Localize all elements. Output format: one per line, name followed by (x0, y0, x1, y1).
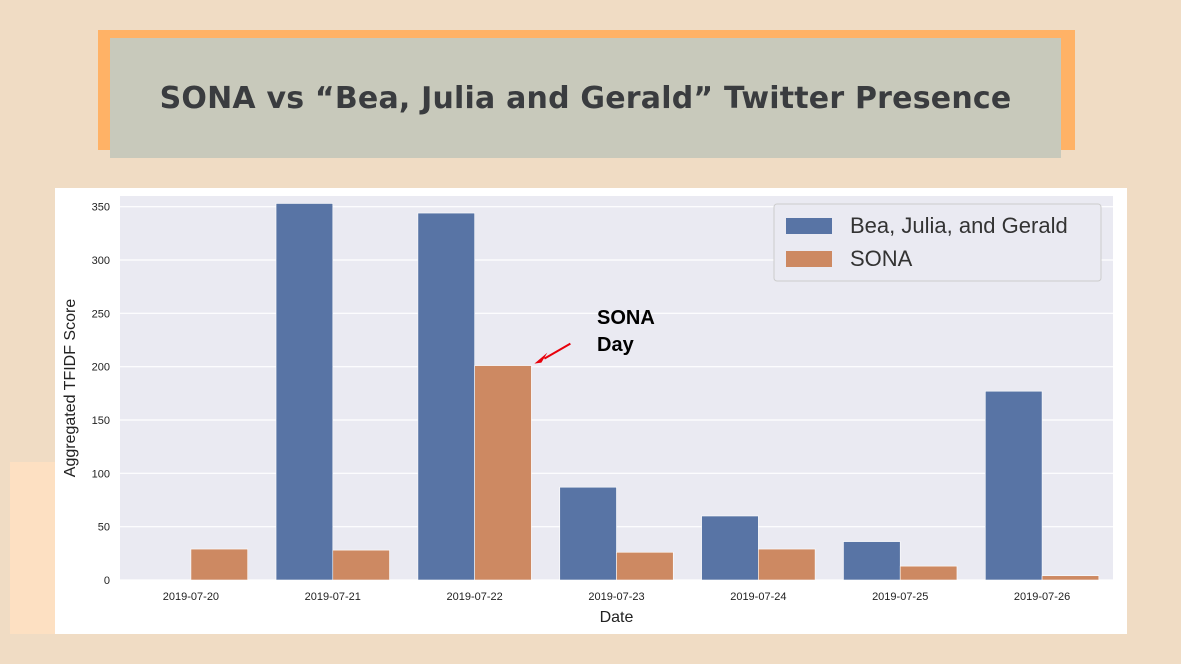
y-axis-title: Aggregated TFIDF Score (62, 299, 79, 478)
bar-bea-julia-gerald-2019-07-26 (985, 390, 1043, 581)
bar-sona-2019-07-21 (332, 549, 390, 581)
bar-sona-2019-07-24 (758, 548, 816, 581)
bar-chart: 0 50 100 150 200 250 300 350 2019-07-20 2019-07-2… (62, 196, 1113, 626)
title-box: SONA vs “Bea, Julia and Gerald” Twitter … (110, 38, 1061, 158)
y-tick-label: 50 (98, 522, 110, 534)
legend-label: Bea, Julia, and Gerald (850, 213, 1068, 238)
x-tick-label: 2019-07-24 (730, 591, 786, 603)
bar-bea-julia-gerald-2019-07-23 (559, 486, 617, 581)
legend-box (773, 203, 1102, 282)
bar-sona-2019-07-22 (474, 365, 532, 581)
slide-title: SONA vs “Bea, Julia and Gerald” Twitter … (159, 80, 1012, 116)
bar-bea-julia-gerald-2019-07-22 (417, 212, 475, 581)
bar-sona-2019-07-20 (190, 548, 248, 581)
x-tick-label: 2019-07-22 (447, 591, 503, 603)
legend-swatch (786, 251, 832, 267)
chart-panel: 0 50 100 150 200 250 300 350 2019-07-20 2019-07-2… (55, 188, 1127, 634)
x-tick-label: 2019-07-25 (872, 591, 928, 603)
x-tick-label: 2019-07-23 (588, 591, 644, 603)
bar-bea-julia-gerald-2019-07-25 (843, 541, 901, 581)
bar-bea-julia-gerald-2019-07-24 (701, 515, 759, 581)
x-tick-label: 2019-07-26 (1014, 591, 1070, 603)
bar-bea-julia-gerald-2019-07-21 (275, 203, 334, 581)
bar-sona-2019-07-25 (899, 565, 958, 581)
y-tick-label: 150 (92, 415, 110, 427)
annotation-arrow-line (543, 342, 571, 360)
legend-label: SONA (850, 246, 913, 271)
legend-swatch (786, 218, 832, 234)
x-axis-title: Date (600, 609, 634, 626)
y-tick-label: 100 (92, 468, 110, 480)
y-tick-label: 200 (92, 362, 110, 374)
annotation-arrow-head (534, 352, 548, 364)
y-tick-label: 300 (92, 255, 110, 267)
annotation-text: SONA (597, 307, 655, 329)
y-tick-label: 0 (104, 575, 110, 587)
decorative-block (10, 462, 58, 634)
y-tick-label: 350 (92, 202, 110, 214)
x-tick-label: 2019-07-21 (305, 591, 361, 603)
bar-sona-2019-07-23 (616, 551, 674, 581)
y-tick-label: 250 (92, 308, 110, 320)
x-tick-label: 2019-07-20 (163, 591, 219, 603)
annotation-text: Day (597, 334, 635, 356)
bar-sona-2019-07-26 (1041, 575, 1100, 581)
